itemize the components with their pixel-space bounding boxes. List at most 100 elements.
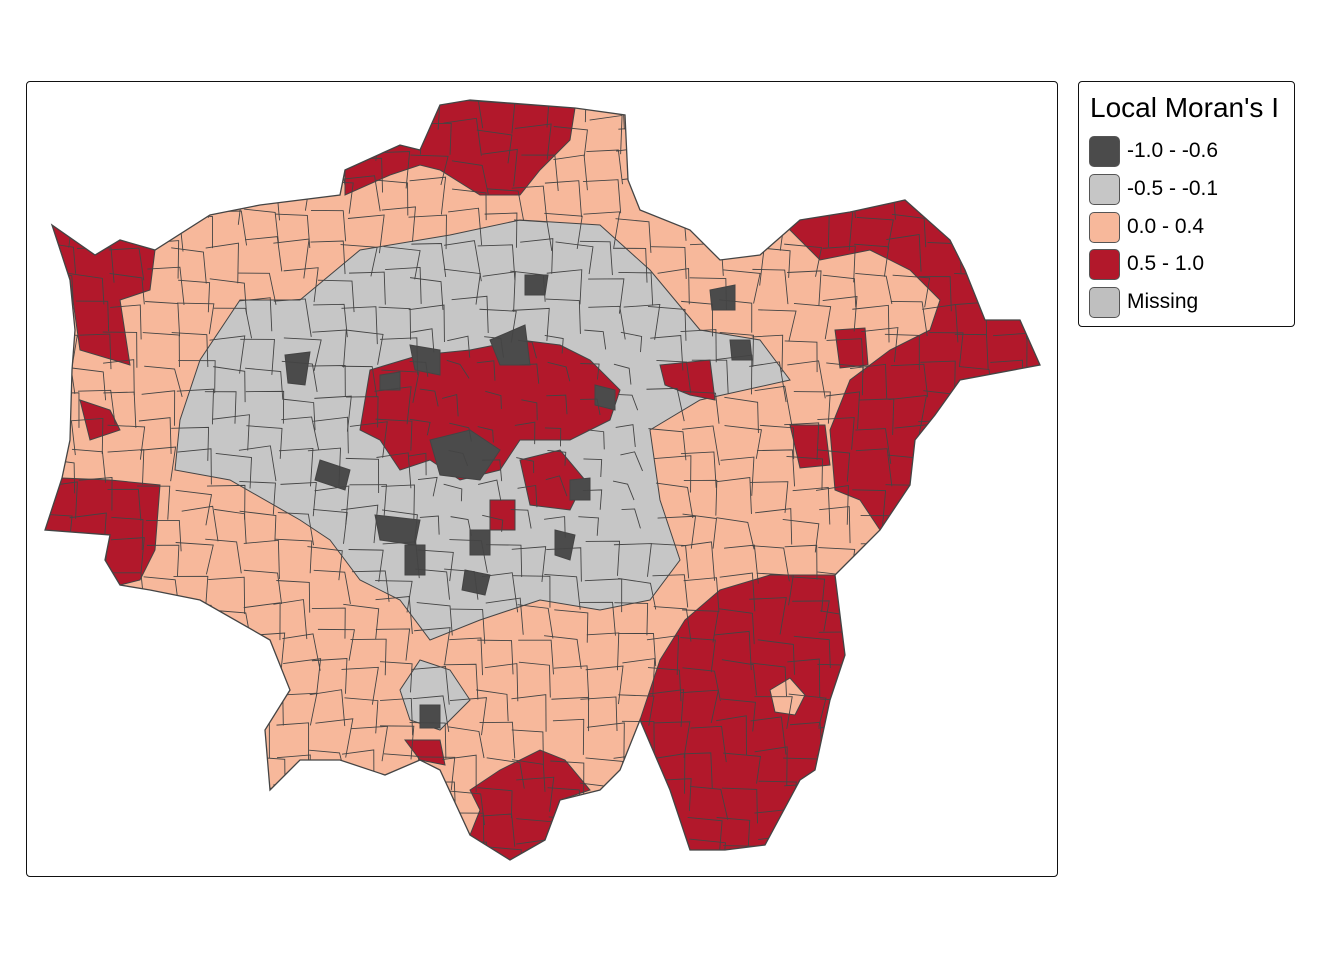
ward-boundary: [181, 505, 219, 542]
ward-boundary: [343, 175, 381, 212]
ward-boundary: [620, 331, 643, 353]
ward-boundary: [546, 394, 568, 415]
ward-boundary: [175, 697, 210, 734]
ward-boundary: [341, 306, 378, 345]
ward-boundary: [680, 637, 716, 673]
region-negative-strong: [569, 477, 591, 501]
ward-boundary: [923, 482, 961, 518]
ward-boundary: [547, 450, 567, 466]
ward-boundary: [724, 425, 762, 459]
ward-boundary: [107, 100, 142, 125]
legend-item: -1.0 - -0.6: [1089, 134, 1218, 168]
ward-boundary: [341, 504, 379, 544]
ward-boundary: [546, 547, 582, 582]
ward-boundary: [313, 416, 349, 454]
ward-boundary: [589, 114, 623, 155]
ward-boundary: [317, 279, 355, 313]
ward-boundary: [924, 100, 961, 125]
ward-boundary: [137, 812, 173, 846]
ward-boundary: [787, 658, 821, 698]
ward-boundary: [953, 100, 990, 128]
ward-boundary: [281, 360, 318, 393]
legend-label: 0.5 - 1.0: [1127, 252, 1205, 275]
ward-boundary: [45, 333, 78, 366]
ward-boundary: [281, 416, 320, 450]
ward-boundary: [340, 244, 378, 277]
region-negative-strong: [419, 704, 441, 729]
ward-boundary: [585, 540, 621, 576]
ward-boundary: [205, 716, 244, 751]
ward-boundary: [283, 658, 322, 696]
ward-boundary: [579, 601, 616, 636]
ward-boundary: [311, 100, 346, 126]
ward-boundary: [588, 305, 626, 340]
ward-boundary: [239, 842, 277, 860]
ward-boundary: [553, 665, 590, 701]
ward-boundary: [850, 752, 884, 784]
ward-boundary: [922, 571, 957, 610]
ward-boundary: [484, 336, 504, 358]
ward-boundary: [586, 149, 623, 185]
ward-boundary: [1022, 184, 1040, 220]
legend-title: Local Moran's I: [1090, 92, 1279, 123]
region-positive-strong: [79, 399, 121, 441]
ward-boundary: [719, 331, 754, 367]
ward-boundary: [447, 100, 484, 129]
legend-swatch: [1089, 211, 1120, 243]
ward-boundary: [890, 363, 929, 398]
ward-boundary: [311, 607, 346, 639]
ward-boundary: [918, 752, 952, 788]
ward-boundary: [314, 485, 350, 525]
ward-boundary: [618, 578, 657, 610]
ward-boundary: [247, 669, 281, 704]
ward-boundary: [918, 276, 952, 312]
ward-boundary: [137, 666, 176, 698]
ward-boundary: [178, 279, 211, 313]
ward-boundary: [886, 600, 925, 633]
ward-boundary: [307, 149, 346, 186]
ward-boundary: [962, 458, 996, 493]
ward-boundary: [689, 277, 727, 310]
ward-boundary: [754, 696, 793, 729]
ward-boundary: [788, 693, 827, 727]
ward-boundary: [718, 152, 754, 191]
ward-boundary: [653, 721, 691, 758]
ward-boundary: [452, 188, 487, 221]
ward-boundary: [580, 696, 618, 732]
ward-boundary: [345, 329, 384, 365]
ward-boundary: [519, 363, 540, 384]
ward-boundary: [650, 153, 689, 187]
ward-boundary: [653, 606, 692, 642]
ward-boundary: [886, 779, 920, 816]
ward-boundary: [347, 214, 385, 254]
ward-boundary: [75, 749, 109, 790]
ward-boundary: [544, 334, 564, 354]
ward-boundary: [417, 476, 438, 497]
legend-label: -1.0 - -0.6: [1127, 139, 1219, 162]
ward-boundary: [886, 838, 924, 860]
ward-boundary: [657, 182, 695, 220]
legend-item: 0.5 - 1.0: [1089, 247, 1204, 281]
ward-boundary: [553, 126, 588, 157]
ward-boundary: [986, 486, 1020, 519]
ward-boundary: [544, 573, 581, 610]
ward-boundary: [854, 243, 890, 277]
ward-boundary: [991, 547, 1028, 584]
ward-boundary: [140, 446, 177, 482]
ward-boundary: [1029, 698, 1040, 732]
ward-boundary: [750, 481, 789, 513]
ward-boundary: [514, 421, 536, 445]
ward-boundary: [986, 209, 1025, 242]
ward-boundary: [952, 608, 991, 645]
ward-boundary: [146, 519, 182, 552]
ward-boundary: [174, 100, 210, 128]
ward-boundary: [755, 100, 791, 128]
ward-boundary: [78, 477, 113, 511]
ward-boundary: [751, 545, 790, 582]
ward-boundary: [992, 809, 1029, 845]
ward-boundary: [77, 189, 113, 225]
ward-boundary: [714, 630, 752, 671]
ward-boundary: [721, 698, 756, 732]
ward-boundary: [750, 716, 787, 755]
ward-boundary: [544, 212, 583, 250]
